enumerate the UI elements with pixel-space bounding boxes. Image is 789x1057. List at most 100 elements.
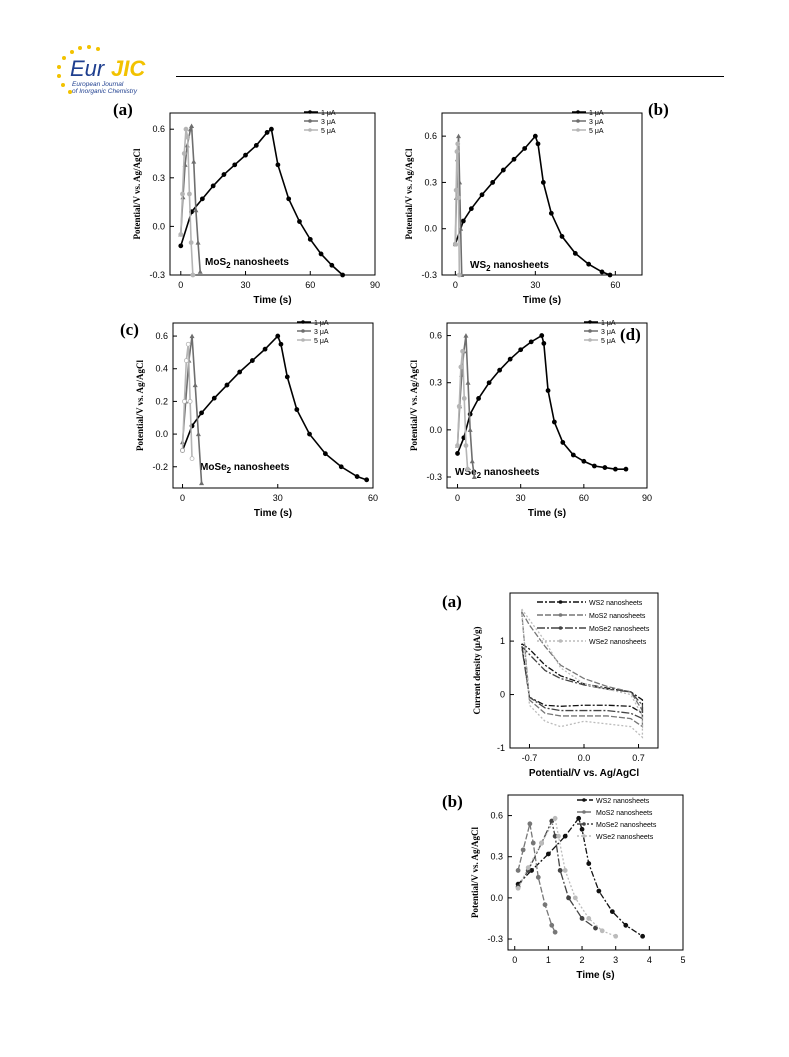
data-point [559, 234, 565, 239]
data-point [515, 885, 521, 891]
y-axis-label: Potential/V vs. Ag/AgCl [470, 826, 480, 918]
data-point [490, 180, 496, 185]
data-point [471, 474, 477, 479]
data-point [623, 466, 629, 472]
x-tick-label: 2 [580, 955, 585, 965]
series-line [456, 334, 626, 470]
data-point [572, 895, 578, 901]
x-axis-label: Potential/V vs. Ag/AgCl [529, 768, 639, 779]
y-tick-label: 0.3 [424, 177, 437, 187]
data-point [469, 458, 475, 464]
plot-frame [446, 322, 648, 489]
x-axis-label: Time (s) [528, 508, 566, 519]
legend-marker [301, 338, 305, 342]
data-point [307, 236, 313, 242]
legend-label: 1 μA [601, 320, 616, 327]
journal-header: Eur JIC European Journal of Inorganic Ch… [0, 0, 789, 110]
data-point [545, 388, 551, 393]
x-tick-label: 30 [530, 280, 540, 290]
y-tick-label: 0.2 [155, 396, 168, 406]
x-tick-label: 30 [273, 493, 283, 503]
annotation-subscript: 2 [486, 264, 491, 273]
data-point [465, 466, 471, 472]
chart-gcd-ws2: 0 30 60 -0.3 0.0 0.3 0.6 Time (s) Potential/V vs… [404, 100, 669, 306]
x-tick-label: 1 [546, 955, 551, 965]
data-point [187, 399, 193, 404]
data-point [188, 126, 193, 132]
legend-label: 5 μA [321, 128, 336, 135]
legend-marker [558, 613, 563, 617]
annotation-tail: nanosheets [481, 467, 540, 478]
panel-label: (b) [442, 792, 463, 811]
legend-marker [308, 110, 312, 114]
y-tick-label: 0.3 [490, 852, 503, 862]
data-point [199, 410, 204, 416]
data-point [183, 126, 189, 132]
series-line [454, 143, 461, 276]
legend-label: MoSe2 nanosheets [596, 822, 657, 829]
annotation-subscript: 2 [226, 261, 231, 270]
series-line [521, 645, 644, 720]
legend-label: MoS2 nanosheets [596, 810, 653, 817]
data-point [518, 347, 524, 353]
x-tick-label: 0.7 [632, 753, 645, 763]
x-tick-label: 0 [512, 955, 517, 965]
data-point [237, 369, 243, 375]
data-point [545, 851, 551, 857]
data-point [551, 419, 557, 425]
x-tick-label: 60 [610, 280, 620, 290]
data-point [562, 868, 568, 873]
legend-marker [588, 320, 592, 324]
data-point [560, 440, 566, 445]
annotation-text: MoSe2 nanosheets [200, 462, 290, 475]
data-point [189, 333, 195, 339]
data-point [623, 922, 629, 928]
legend-marker [582, 798, 586, 802]
data-point [187, 191, 192, 197]
series-line [181, 335, 203, 484]
annotation-text: WS2 nanosheets [470, 260, 549, 273]
data-point [460, 218, 466, 224]
x-tick-label: 0 [178, 280, 183, 290]
header-rule [176, 76, 724, 77]
data-point [539, 333, 545, 338]
series-line [181, 344, 193, 459]
legend-marker [582, 810, 586, 814]
data-point [467, 427, 473, 432]
chart-gcd-mos2: 0 30 60 90 -0.3 0.0 0.3 0.6 Time (s) Potential/V … [113, 100, 380, 306]
x-tick-label: -0.7 [522, 753, 538, 763]
annotation-subscript: 2 [477, 471, 482, 480]
data-point [557, 868, 563, 873]
data-point [579, 916, 585, 921]
logo-subtitle-2: of Inorganic Chemistry [72, 88, 138, 95]
data-point [486, 380, 492, 386]
annotation-main: WSe [455, 467, 477, 478]
data-point [465, 380, 471, 385]
data-point [599, 269, 605, 275]
data-point [609, 909, 615, 914]
legend-marker [308, 128, 312, 132]
series-line [521, 608, 644, 739]
legend-label: 1 μA [589, 110, 604, 117]
data-point [210, 183, 216, 189]
legend-label: 1 μA [321, 110, 336, 117]
series-line [180, 127, 344, 276]
y-tick-label: 0.0 [155, 429, 168, 439]
data-point [613, 466, 618, 472]
data-point [224, 382, 230, 388]
data-point [458, 364, 464, 370]
y-tick-label: 0.4 [155, 364, 168, 374]
series-line [181, 334, 367, 481]
y-tick-label: 0.6 [152, 124, 165, 134]
data-point [180, 448, 185, 453]
data-point [278, 341, 284, 347]
data-point [535, 874, 541, 880]
logo-subtitle-1: European Journal [72, 81, 124, 88]
legend-marker [582, 834, 586, 838]
legend-label: 3 μA [601, 329, 616, 336]
data-point [507, 356, 513, 362]
y-tick-label: 0.0 [429, 425, 442, 435]
data-point [476, 396, 481, 401]
legend-marker [576, 110, 580, 114]
data-point [329, 262, 335, 268]
